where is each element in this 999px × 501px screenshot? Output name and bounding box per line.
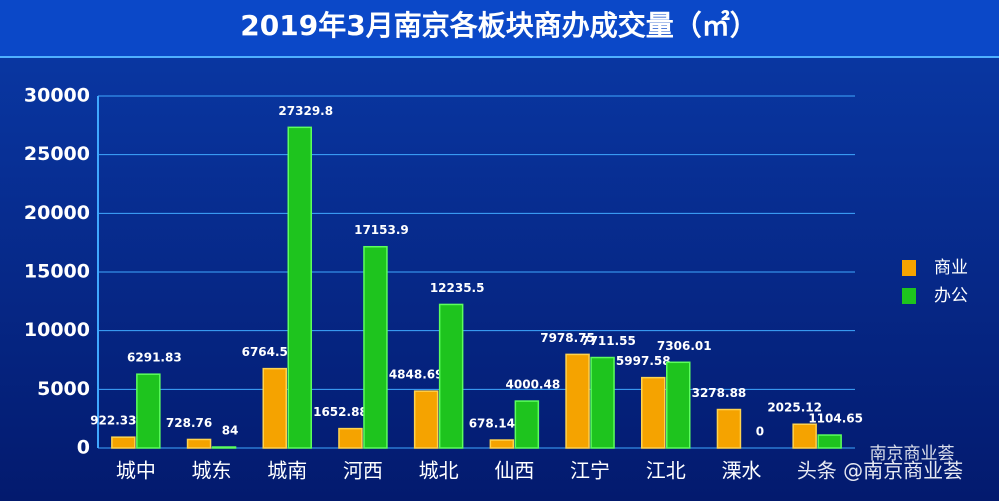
value-label: 728.76 [166,416,212,430]
x-tick-label: 城南 [267,459,307,483]
value-label: 84 [222,424,239,438]
title-bar [0,0,999,56]
bar [111,436,136,449]
value-label: 7306.01 [657,339,712,353]
bar [338,427,363,449]
bar [136,373,161,449]
watermark-logo: 南京商业荟 [870,444,955,464]
x-tick-label: 仙西 [494,459,534,483]
bar [363,245,388,449]
value-label: 7978.75 [540,331,595,345]
value-label: 6291.83 [127,351,182,365]
bar [641,376,666,449]
value-label: 7711.55 [581,334,636,348]
x-tick-label: 城中 [116,459,156,483]
bar [514,400,540,449]
y-tick-label: 5000 [37,378,90,400]
bar [792,423,817,449]
value-label: 1652.88 [313,405,368,419]
bar [817,434,842,449]
value-label: 0 [756,425,764,439]
legend-swatch [902,260,916,276]
value-label: 4848.69 [389,368,444,382]
bar [666,361,691,449]
legend-label: 商业 [934,258,968,278]
value-label: 5997.58 [616,354,671,368]
x-tick-label: 江宁 [570,459,610,483]
bar [287,126,312,449]
bar [438,303,464,449]
x-tick-label: 城东 [192,459,232,483]
y-tick-label: 25000 [24,143,90,165]
bar [565,353,590,449]
value-label: 12235.5 [430,281,485,295]
bar [590,356,615,449]
x-tick-label: 城北 [419,459,459,483]
bar [716,408,742,449]
y-tick-label: 30000 [24,85,90,107]
bar [262,367,287,449]
bar [186,438,212,449]
value-label: 17153.9 [354,223,409,237]
value-label: 6764.5 [242,345,288,359]
bar [413,390,439,449]
watermark: 头条 @南京商业荟 [797,459,963,483]
x-tick-label: 溧水 [721,459,761,483]
value-label: 4000.48 [506,378,561,392]
y-tick-label: 20000 [24,202,90,224]
value-label: 2025.12 [767,401,822,415]
value-label: 27329.8 [278,104,333,118]
value-label: 678.14 [469,417,515,431]
chart-title: 2019年3月南京各板块商办成交量（㎡） [240,9,757,42]
value-label: 3278.88 [692,386,747,400]
legend-label: 办公 [934,286,968,306]
bar [211,446,237,449]
y-tick-label: 15000 [24,261,90,283]
value-label: 1104.65 [808,412,863,426]
x-tick-label: 河西 [343,459,383,483]
bar [489,439,515,449]
y-tick-label: 10000 [24,319,90,341]
value-label: 922.33 [90,414,136,428]
x-tick-label: 江北 [646,459,686,483]
legend-swatch [902,288,916,304]
y-tick-label: 0 [77,437,90,459]
